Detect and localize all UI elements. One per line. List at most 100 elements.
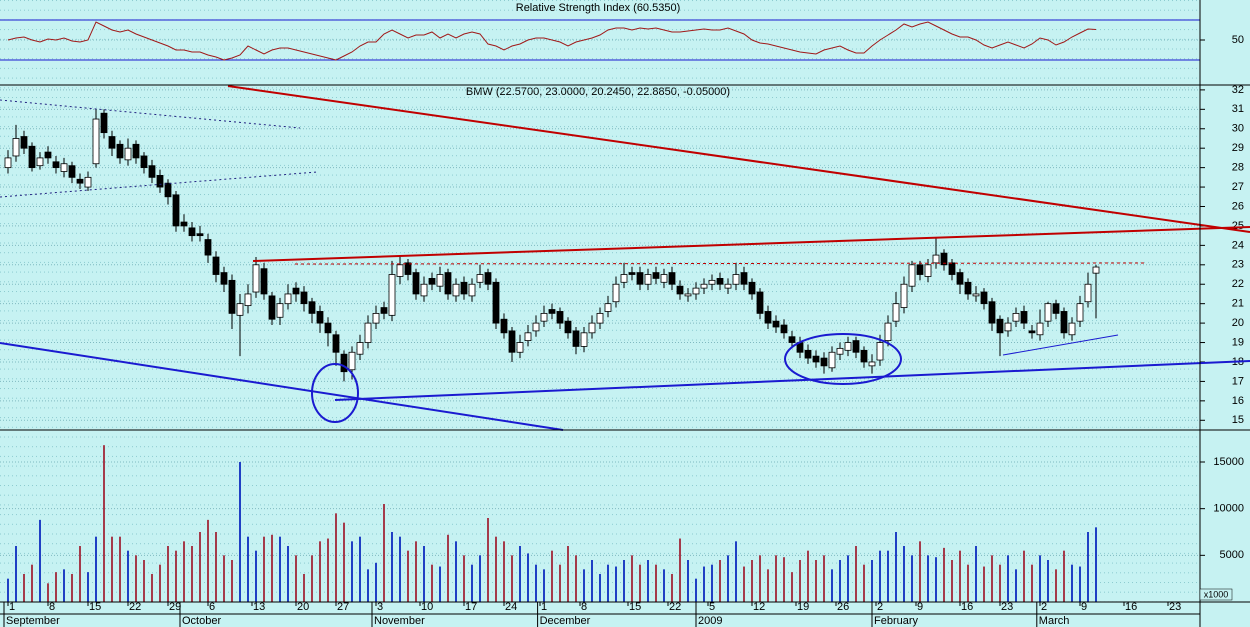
volume-bar: [1087, 532, 1089, 602]
volume-bar: [31, 564, 33, 602]
candle-body: [212, 256, 220, 275]
volume-bar: [271, 534, 273, 602]
y-tick-label: 27: [1232, 181, 1244, 193]
x-tick-label: 1: [9, 601, 15, 613]
x-tick-label: 9: [917, 601, 923, 613]
month-label: February: [874, 615, 919, 627]
volume-bar: [671, 574, 673, 602]
volume-bar: [367, 569, 369, 602]
volume-bar: [599, 574, 601, 602]
volume-bar: [911, 555, 913, 602]
candle-body: [396, 264, 404, 277]
candle-body: [940, 252, 948, 266]
candle-body: [780, 324, 788, 334]
x-tick-label: 13: [253, 601, 265, 613]
volume-bar: [295, 555, 297, 602]
volume-bar: [335, 513, 337, 602]
y-tick-label: 30: [1232, 123, 1244, 135]
y-tick-label: 17: [1232, 375, 1244, 387]
volume-bar: [63, 569, 65, 602]
volume-bar: [191, 546, 193, 602]
trend-line: [227, 85, 1250, 233]
volume-bar: [135, 555, 137, 602]
candle-body: [340, 353, 348, 373]
candle-body: [1012, 312, 1020, 322]
volume-bar: [383, 504, 385, 602]
candle-body: [956, 272, 964, 285]
volume-bar: [623, 560, 625, 602]
volume-bar: [119, 536, 121, 602]
highlight-circle: [311, 363, 359, 423]
candle-body: [260, 268, 268, 295]
volume-bar: [591, 560, 593, 602]
candle-body: [68, 165, 76, 178]
candle-body: [428, 278, 436, 285]
volume-bar: [1039, 555, 1041, 602]
volume-bar: [543, 569, 545, 602]
candle-body: [284, 293, 292, 305]
candle-body: [828, 351, 836, 369]
candle-body: [236, 303, 244, 316]
highlight-circle: [784, 333, 902, 385]
month-label: 2009: [698, 615, 722, 627]
candle-body: [588, 322, 596, 334]
volume-bar: [511, 555, 513, 602]
volume-bar: [703, 566, 705, 602]
volume-bar: [143, 560, 145, 602]
candle-body: [1028, 330, 1036, 334]
candle-body: [884, 322, 892, 341]
volume-bar: [255, 550, 257, 602]
volume-bar: [1071, 564, 1073, 602]
candle-body: [484, 272, 492, 285]
volume-bar: [735, 541, 737, 602]
candle-body: [620, 274, 628, 283]
candle-body: [148, 165, 156, 178]
candle-body: [540, 312, 548, 322]
y-tick-label: 19: [1232, 336, 1244, 348]
month-label: October: [182, 615, 221, 627]
volume-bar: [575, 555, 577, 602]
candle-body: [444, 272, 452, 295]
volume-bar: [375, 562, 377, 602]
candle-body: [52, 161, 60, 169]
candle-body: [1092, 266, 1100, 274]
candle-body: [868, 361, 876, 367]
volume-bar: [79, 546, 81, 602]
volume-bar: [183, 541, 185, 602]
volume-bar: [1055, 569, 1057, 602]
candle-body: [596, 312, 604, 324]
volume-bar: [903, 546, 905, 602]
candle-body: [92, 118, 100, 165]
x-tick-label: 29: [169, 601, 181, 613]
candle-body: [988, 301, 996, 324]
month-label: September: [6, 615, 60, 627]
candle-body: [612, 283, 620, 303]
candle-body: [580, 332, 588, 347]
x-tick-label: 23: [1169, 601, 1181, 613]
y-tick-label: 50: [1232, 34, 1244, 46]
volume-bar: [855, 546, 857, 602]
volume-bar: [455, 541, 457, 602]
volume-bar: [751, 560, 753, 602]
candle-body: [124, 147, 132, 161]
candle-body: [172, 194, 180, 227]
candle-body: [1068, 322, 1076, 336]
volume-bar: [887, 550, 889, 602]
candle-body: [900, 283, 908, 308]
candle-body: [356, 342, 364, 355]
candle-body: [916, 264, 924, 275]
candle-body: [1084, 283, 1092, 303]
trend-line: [1002, 334, 1119, 356]
volume-bar: [895, 532, 897, 602]
volume-bar: [1007, 555, 1009, 602]
candle-body: [228, 279, 236, 314]
trend-line: [252, 226, 1250, 262]
volume-bar: [679, 538, 681, 602]
candle-body: [108, 136, 116, 149]
x-tick-label: 15: [629, 601, 641, 613]
volume-bar: [327, 538, 329, 602]
candle-body: [636, 272, 644, 285]
